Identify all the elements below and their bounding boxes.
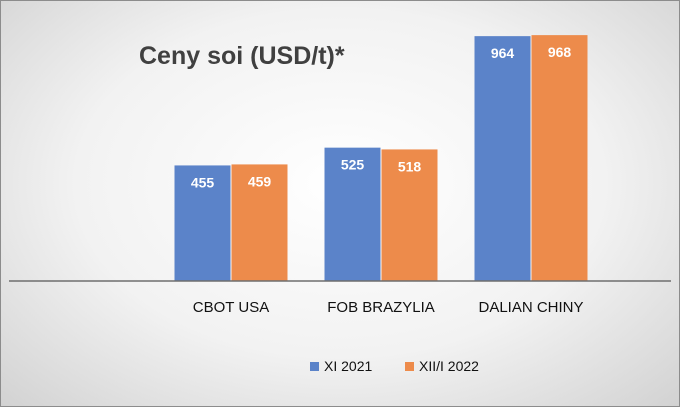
data-label-1-3: 964 xyxy=(491,45,515,61)
legend-swatch-2 xyxy=(405,362,414,371)
category-label-1: CBOT USA xyxy=(193,299,269,316)
bars-layer: 455 459 525 518 964 968 xyxy=(174,35,588,282)
bar-1-2 xyxy=(324,147,381,281)
bar-2-1 xyxy=(231,164,288,281)
bar-2-3 xyxy=(531,35,588,282)
bar-1-3 xyxy=(474,36,531,282)
data-label-2-1: 459 xyxy=(248,173,272,189)
bar-1-1 xyxy=(174,165,231,281)
legend-label-1: XI 2021 xyxy=(324,358,372,374)
category-labels: CBOT USA FOB BRAZYLIA DALIAN CHINY xyxy=(193,299,584,316)
legend-swatch-1 xyxy=(310,362,319,371)
data-label-2-2: 518 xyxy=(398,158,422,174)
chart-title: Ceny soi (USD/t)* xyxy=(139,42,345,70)
data-label-1-1: 455 xyxy=(191,174,215,190)
data-label-1-2: 525 xyxy=(341,157,365,173)
category-label-3: DALIAN CHINY xyxy=(478,299,583,316)
legend-label-2: XII/I 2022 xyxy=(419,358,479,374)
category-label-2: FOB BRAZYLIA xyxy=(327,299,435,316)
legend: XI 2021 XII/I 2022 xyxy=(310,358,479,374)
data-label-2-3: 968 xyxy=(548,44,572,60)
bar-2-2 xyxy=(381,149,438,281)
